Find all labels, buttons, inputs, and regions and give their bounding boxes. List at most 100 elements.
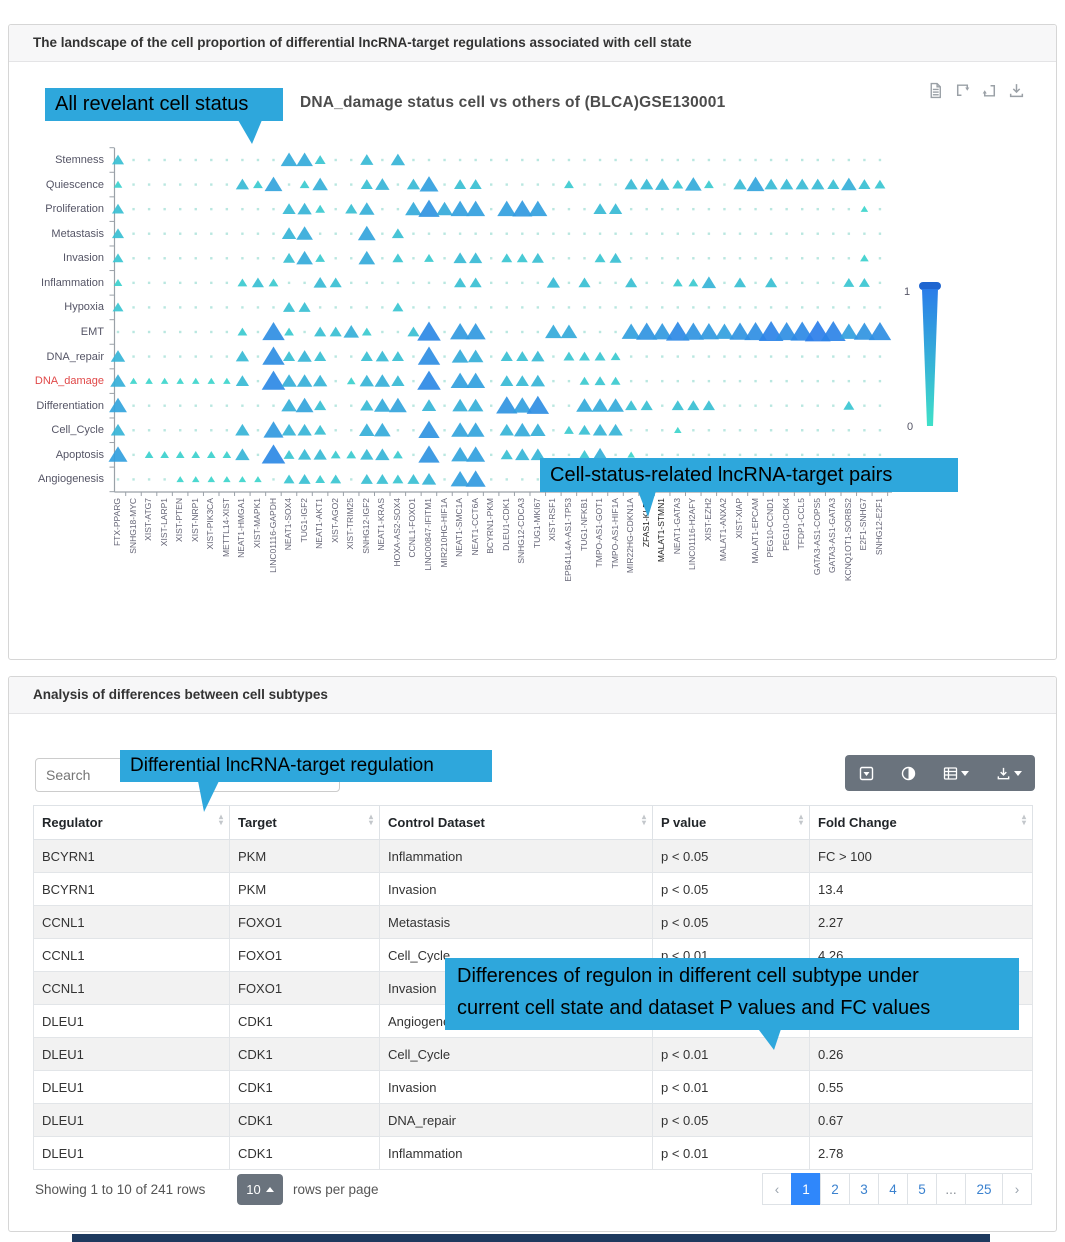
sort-icon[interactable]: ▴ ▾ <box>368 812 373 827</box>
x-axis-label: DLEU1-CDK1 <box>500 498 511 551</box>
table-row: DLEU1 CDK1 Cell_Cycle p < 0.01 0.26 <box>33 1037 1033 1071</box>
next-page-button[interactable]: › <box>1002 1173 1032 1205</box>
y-axis-label: Stemness <box>55 154 104 166</box>
page-button[interactable]: 1 <box>791 1173 821 1205</box>
table-cell: 0.67 <box>809 1103 1033 1137</box>
page-button[interactable]: 3 <box>849 1173 879 1205</box>
table-cell: PKM <box>229 872 380 906</box>
pagination-toggle-button[interactable] <box>901 766 916 781</box>
sort-icon[interactable]: ▴ ▾ <box>798 812 803 827</box>
sort-icon[interactable]: ▴ ▾ <box>641 812 646 827</box>
table-cell: p < 0.05 <box>652 872 810 906</box>
x-axis-label: FTX-PPARG <box>112 498 122 547</box>
x-axis-label: GATA3-AS1-COPS5 <box>811 498 822 576</box>
x-axis-label: GATA3-AS1-GATA3 <box>827 498 838 573</box>
prev-page-button[interactable]: ‹ <box>762 1173 792 1205</box>
x-axis-label: NEAT1-CCT6A <box>469 498 480 556</box>
annotation-differences-line1: Differences of regulon in different cell… <box>457 965 919 987</box>
annotation-pairs: Cell-status-related lncRNA-target pairs <box>540 458 958 492</box>
page-size-button[interactable]: 10 <box>237 1174 283 1205</box>
column-header[interactable]: Regulator ▴ ▾ <box>33 805 230 840</box>
table-row: DLEU1 CDK1 Invasion p < 0.01 0.55 <box>33 1070 1033 1104</box>
table-cell: CDK1 <box>229 1037 380 1071</box>
table-cell: DNA_repair <box>379 1103 653 1137</box>
table-cell: BCYRN1 <box>33 872 230 906</box>
x-axis-label: MALAT1-EPCAM <box>749 498 760 564</box>
column-header[interactable]: Fold Change ▴ ▾ <box>809 805 1033 840</box>
x-axis-label: XIST-AGO2 <box>329 498 340 543</box>
table-cell: DLEU1 <box>33 1136 230 1170</box>
bubble-chart[interactable] <box>106 144 900 504</box>
table-cell: CCNL1 <box>33 905 230 939</box>
export-button[interactable] <box>996 766 1022 781</box>
annotation-cell-status: All revelant cell status <box>45 88 283 121</box>
x-axis-label: METTL14-XIST <box>220 498 231 558</box>
restore-icon[interactable] <box>981 82 998 104</box>
table-row: DLEU1 CDK1 Inflammation p < 0.01 2.78 <box>33 1136 1033 1170</box>
card-view-button[interactable] <box>859 766 874 781</box>
x-axis-label: LINC00847-IFITM1 <box>423 498 433 571</box>
columns-button[interactable] <box>943 766 969 781</box>
restore-icon[interactable] <box>954 82 971 104</box>
x-axis-label: SNHG12-CDCA3 <box>516 498 527 564</box>
x-axis-label: XIST-PTEN <box>174 498 185 542</box>
column-header[interactable]: P value ▴ ▾ <box>652 805 810 840</box>
annotation-cell-status-text: All revelant cell status <box>55 93 249 115</box>
x-axis-label: LINC01116-GAPDH <box>267 498 278 573</box>
differences-panel-header: Analysis of differences between cell sub… <box>9 677 1056 714</box>
column-header[interactable]: Target ▴ ▾ <box>229 805 380 840</box>
y-axis-label: Invasion <box>63 252 104 265</box>
landscape-panel: The landscape of the cell proportion of … <box>8 24 1057 660</box>
annotation-cell-status-tail <box>238 120 262 144</box>
color-scale-legend: 1 0 <box>904 282 941 433</box>
x-axis-label: XIST-XIAP <box>734 498 744 539</box>
x-axis-label: TUG1-IGF2 <box>298 498 309 543</box>
page-button[interactable]: 5 <box>907 1173 937 1205</box>
page-button[interactable]: ... <box>936 1173 966 1205</box>
sort-icon[interactable]: ▴ ▾ <box>218 812 223 827</box>
column-header[interactable]: Control Dataset ▴ ▾ <box>379 805 653 840</box>
data-view-icon[interactable] <box>927 82 944 104</box>
x-axis-label: XIST-ATG7 <box>143 498 154 541</box>
table-cell: CDK1 <box>229 1004 380 1038</box>
table-cell: p < 0.05 <box>652 1103 810 1137</box>
x-axis-label: XIST-TRIM25 <box>345 498 356 550</box>
x-axis-label: TMPO-AS1-GOT1 <box>594 498 605 568</box>
table-cell: p < 0.01 <box>652 1070 810 1104</box>
y-axis-label: Apoptosis <box>55 448 104 461</box>
annotation-differences: Differences of regulon in different cell… <box>445 958 1019 1030</box>
x-axis-label: XIST-LARP1 <box>158 498 169 547</box>
table-cell: p < 0.05 <box>652 905 810 939</box>
table-cell: FOXO1 <box>229 971 380 1005</box>
save-image-download-icon[interactable] <box>1008 82 1025 104</box>
chevron-down-icon <box>960 771 969 776</box>
chevron-up-icon <box>265 1186 274 1192</box>
table-header-row: Regulator ▴ ▾ Target ▴ ▾ Control Dataset ▴ ▾ P va… <box>33 805 1033 840</box>
x-axis-label: XIST-PIK3CA <box>205 498 216 550</box>
page-button[interactable]: 25 <box>965 1173 1003 1205</box>
page-button[interactable]: 2 <box>820 1173 850 1205</box>
x-axis-label: XIST-RSF1 <box>547 498 558 541</box>
y-axis-label: Differentiation <box>36 399 104 412</box>
x-axis-label: PEG10-CCND1 <box>765 498 776 558</box>
rows-per-page-text: rows per page <box>293 1182 379 1197</box>
y-axis-label: Metastasis <box>51 227 104 240</box>
table-cell: Invasion <box>379 872 653 906</box>
landscape-panel-header: The landscape of the cell proportion of … <box>9 25 1056 62</box>
x-axis-label: TUG1-MKI67 <box>531 498 542 549</box>
table-cell: 0.55 <box>809 1070 1033 1104</box>
y-axis-label: Angiogenesis <box>37 473 104 486</box>
table-cell: FOXO1 <box>229 938 380 972</box>
table-cell: FOXO1 <box>229 905 380 939</box>
table-cell: p < 0.05 <box>652 839 810 873</box>
table-cell: CDK1 <box>229 1136 380 1170</box>
table-cell: CDK1 <box>229 1070 380 1104</box>
x-axis-label: TFDP1-CCL5 <box>796 498 807 550</box>
x-axis-label: TMPO-AS1-HIF1A <box>609 498 620 569</box>
page-button[interactable]: 4 <box>878 1173 908 1205</box>
table-row: DLEU1 CDK1 DNA_repair p < 0.05 0.67 <box>33 1103 1033 1137</box>
table-cell: 2.27 <box>809 905 1033 939</box>
x-axis-label: SNHG18-MYC <box>127 498 138 554</box>
sort-icon[interactable]: ▴ ▾ <box>1021 812 1026 827</box>
chart-toolbox <box>927 82 1025 104</box>
